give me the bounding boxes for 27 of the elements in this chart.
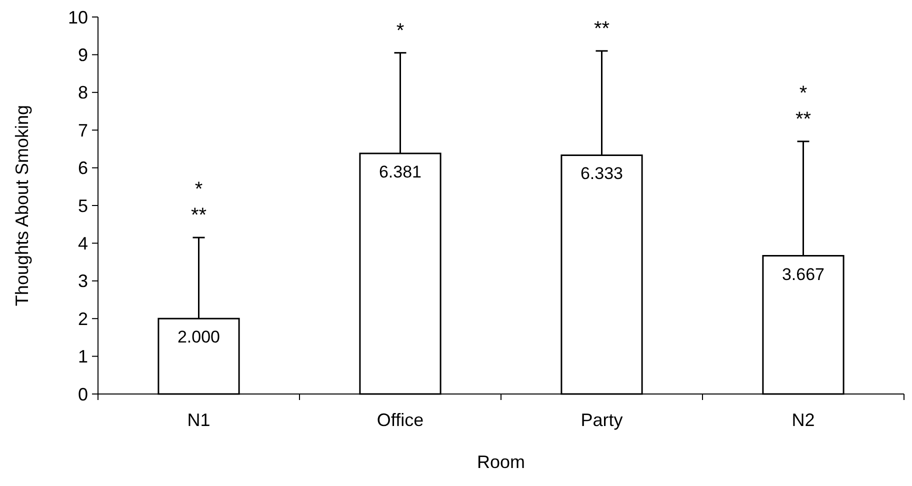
y-tick-label: 6 — [78, 158, 88, 178]
y-tick-label: 0 — [78, 384, 88, 404]
data-label: 3.667 — [782, 264, 825, 284]
y-axis-title: Thoughts About Smoking — [12, 104, 32, 306]
annotation: * — [799, 82, 808, 104]
annotation: * — [396, 20, 404, 42]
annotation: ** — [594, 18, 610, 40]
y-tick-label: 7 — [78, 120, 88, 140]
annotation: * — [194, 178, 203, 201]
data-label: 2.000 — [177, 328, 220, 347]
data-label: 6.381 — [378, 162, 422, 182]
x-tick-label: N1 — [187, 410, 210, 430]
x-axis-title: Room — [476, 452, 526, 472]
x-tick-label: Office — [376, 410, 424, 430]
annotation: ** — [190, 204, 207, 227]
x-tick-label: Party — [580, 410, 623, 430]
y-tick-label: 3 — [78, 271, 88, 292]
y-tick-label: 2 — [78, 308, 88, 329]
y-tick-label: 4 — [78, 234, 88, 254]
data-label: 6.333 — [580, 164, 624, 184]
y-tick-label: 8 — [78, 82, 88, 103]
y-tick-label: 9 — [78, 45, 88, 65]
y-tick-label: 5 — [78, 196, 88, 216]
x-tick-label: N2 — [792, 410, 815, 430]
annotation: ** — [795, 108, 812, 130]
y-tick-label: 10 — [68, 7, 88, 28]
y-tick-label: 1 — [78, 346, 88, 367]
